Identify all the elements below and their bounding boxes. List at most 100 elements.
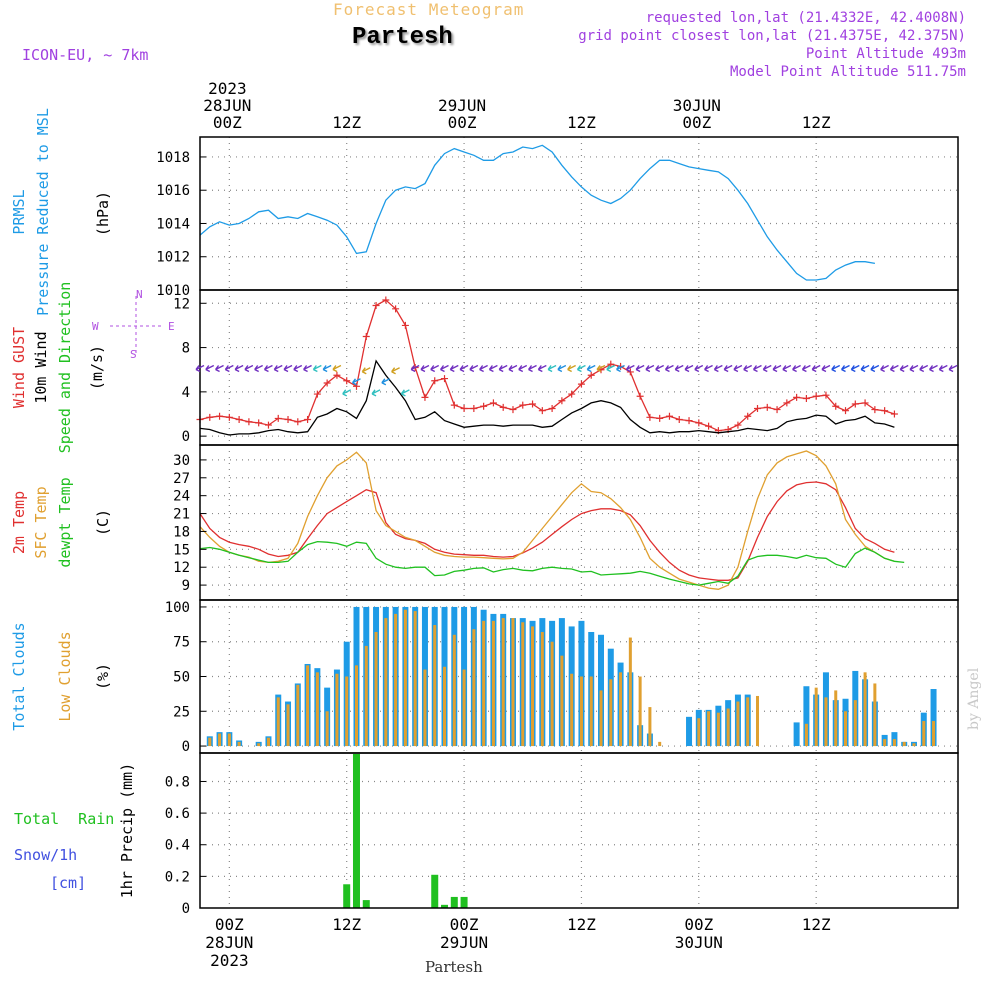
y-tick-label: 21 bbox=[173, 507, 190, 523]
panel-frame-temperature bbox=[199, 444, 959, 601]
total-rain-bar bbox=[362, 900, 370, 908]
compass-west: W bbox=[92, 320, 99, 333]
gust-marker bbox=[470, 404, 478, 412]
low-clouds-bar bbox=[296, 684, 300, 747]
low-clouds-bar bbox=[883, 739, 887, 747]
wind-direction-arrow bbox=[772, 364, 782, 373]
wind-direction-arrow bbox=[420, 364, 430, 373]
low-clouds-bar bbox=[433, 625, 437, 747]
low-clouds-bar bbox=[403, 609, 407, 747]
wind-direction-arrow bbox=[469, 364, 479, 373]
wind-direction-arrow bbox=[694, 364, 704, 373]
sfc-temp-line bbox=[199, 450, 895, 590]
low-clouds-bar bbox=[531, 626, 535, 747]
wind-direction-arrow bbox=[488, 364, 498, 373]
wind-direction-arrow bbox=[312, 364, 322, 373]
gust-marker bbox=[392, 305, 400, 313]
gust-marker bbox=[225, 413, 233, 421]
y-tick-label: 12 bbox=[173, 560, 190, 576]
wind-direction-arrow bbox=[293, 364, 303, 373]
y-tick-label: 0 bbox=[182, 429, 190, 445]
y-tick-label: 0.2 bbox=[165, 869, 190, 885]
low-clouds-bar bbox=[579, 676, 583, 747]
side-label: 2m Temp bbox=[10, 491, 28, 554]
wind-direction-arrow bbox=[752, 364, 762, 373]
low-clouds-bar bbox=[873, 683, 877, 747]
compass-south: S bbox=[130, 348, 137, 361]
low-clouds-bar bbox=[609, 679, 613, 747]
compass-east: E bbox=[168, 320, 175, 333]
gust-marker bbox=[304, 416, 312, 424]
low-clouds-bar bbox=[335, 673, 339, 747]
total-rain-bar bbox=[352, 754, 360, 908]
wind-direction-arrow bbox=[909, 364, 919, 373]
page-title: Partesh bbox=[352, 24, 453, 51]
y-tick-label: 12 bbox=[173, 296, 190, 312]
wind-direction-arrow bbox=[713, 364, 723, 373]
product-title: Forecast Meteogram bbox=[333, 0, 525, 19]
gust-marker bbox=[323, 379, 331, 387]
low-clouds-bar bbox=[570, 673, 574, 747]
gust-marker bbox=[206, 413, 214, 421]
side-label: Total Clouds bbox=[10, 622, 28, 730]
gust-marker bbox=[705, 422, 713, 430]
time-label-bottom: 12Z bbox=[802, 915, 831, 934]
low-clouds-bar bbox=[521, 622, 525, 747]
low-clouds-bar bbox=[218, 733, 222, 747]
wind-direction-arrow bbox=[283, 364, 293, 373]
low-clouds-bar bbox=[540, 631, 544, 747]
low-clouds-bar bbox=[491, 620, 495, 747]
low-clouds-bar bbox=[560, 655, 564, 747]
gust-marker bbox=[656, 414, 664, 422]
wind-direction-arrow bbox=[899, 364, 909, 373]
low-clouds-bar bbox=[413, 611, 417, 747]
y-tick-label: 18 bbox=[173, 524, 190, 540]
total-rain-bar bbox=[450, 896, 458, 908]
grid-point-coordinates: grid point closest lon,lat (21.4375E, 42… bbox=[578, 28, 966, 44]
gust-marker bbox=[568, 390, 576, 398]
low-clouds-bar bbox=[834, 690, 838, 747]
gust-marker bbox=[519, 401, 527, 409]
wind-direction-arrow bbox=[391, 367, 400, 375]
gust-marker bbox=[431, 377, 439, 385]
total-clouds-bar bbox=[803, 686, 810, 747]
wind-direction-arrow bbox=[361, 367, 371, 375]
total-clouds-bar bbox=[793, 722, 800, 747]
gust-marker bbox=[450, 401, 458, 409]
low-clouds-bar bbox=[550, 641, 554, 747]
wind-direction-arrow bbox=[606, 364, 616, 373]
wind-direction-arrow bbox=[567, 364, 576, 373]
wind-direction-arrow bbox=[928, 364, 938, 373]
wind-direction-arrow bbox=[205, 364, 215, 373]
time-label-top: 00Z bbox=[682, 113, 711, 132]
wind-direction-arrow bbox=[342, 389, 352, 397]
gust-marker bbox=[871, 406, 879, 414]
gust-marker bbox=[529, 400, 537, 408]
gust-marker bbox=[401, 321, 409, 329]
gust-marker bbox=[636, 392, 644, 400]
gust-marker bbox=[773, 406, 781, 414]
gust-marker bbox=[548, 404, 556, 412]
gust-marker bbox=[333, 371, 341, 379]
footer-location: Partesh bbox=[425, 958, 483, 976]
low-clouds-bar bbox=[638, 676, 642, 747]
wind-direction-arrow bbox=[303, 364, 312, 373]
gust-marker bbox=[812, 392, 820, 400]
gust-marker bbox=[362, 333, 370, 340]
y-tick-label: 0 bbox=[182, 901, 190, 917]
low-clouds-bar bbox=[384, 618, 388, 747]
low-clouds-bar bbox=[257, 743, 261, 747]
wind-direction-arrow bbox=[381, 378, 391, 386]
side-label: Speed and Direction bbox=[56, 282, 74, 454]
gust-marker bbox=[235, 416, 243, 424]
wind-direction-arrow bbox=[234, 364, 244, 373]
gust-marker bbox=[480, 402, 488, 410]
wind-direction-arrow bbox=[655, 364, 665, 373]
time-label-top: 29JUN bbox=[438, 96, 486, 115]
total-clouds-bar bbox=[686, 716, 693, 747]
wind-direction-arrow bbox=[743, 364, 753, 373]
side-label: Pressure Reduced to MSL bbox=[34, 108, 52, 316]
low-clouds-bar bbox=[443, 666, 447, 747]
gust-marker bbox=[294, 418, 302, 426]
wind-direction-arrow bbox=[919, 364, 929, 373]
